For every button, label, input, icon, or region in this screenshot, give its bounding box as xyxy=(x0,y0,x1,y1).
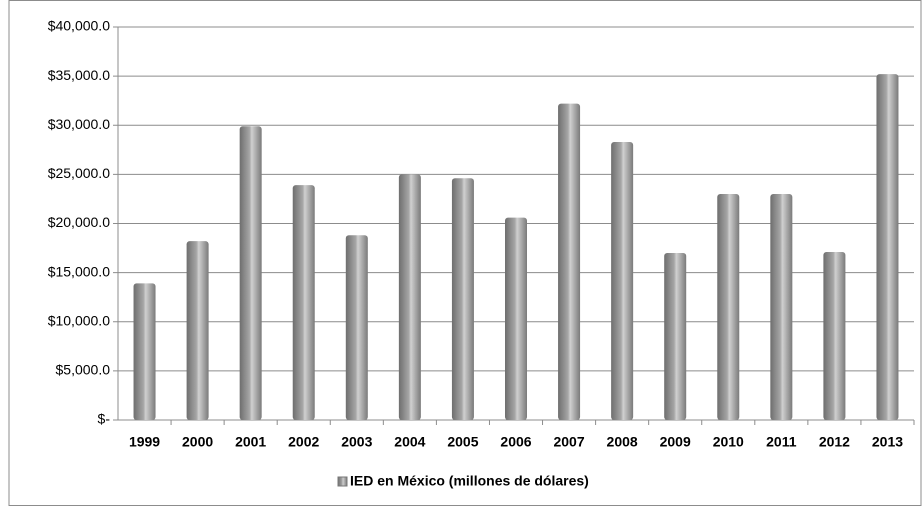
x-tick-label: 2012 xyxy=(819,434,850,450)
x-tick-label: 2005 xyxy=(447,434,478,450)
x-tick-label: 2001 xyxy=(235,434,266,450)
x-tick-label: 2003 xyxy=(341,434,372,450)
bar xyxy=(876,74,899,420)
bar xyxy=(239,126,262,421)
bar xyxy=(664,252,687,420)
bar xyxy=(133,283,156,420)
x-tick-label: 2004 xyxy=(394,434,425,450)
bar xyxy=(345,235,368,420)
y-tick-label: $15,000.0 xyxy=(48,263,110,279)
x-tick-label: 2009 xyxy=(660,434,691,450)
x-tick-label: 2007 xyxy=(553,434,584,450)
y-tick-label: $10,000.0 xyxy=(48,312,110,328)
bar xyxy=(770,194,793,420)
x-tick-label: 2013 xyxy=(872,434,903,450)
y-tick-label: $5,000.0 xyxy=(56,362,111,378)
x-tick-label: 1999 xyxy=(129,434,160,450)
x-tick-label: 2011 xyxy=(766,434,797,450)
y-tick-label: $35,000.0 xyxy=(48,67,110,83)
bar xyxy=(558,103,581,420)
x-tick-label: 2000 xyxy=(182,434,213,450)
y-tick-label: $20,000.0 xyxy=(48,214,110,230)
bar xyxy=(823,251,846,420)
bar xyxy=(611,141,634,420)
bar xyxy=(398,174,421,420)
x-tick-label: 2002 xyxy=(288,434,319,450)
bar xyxy=(451,178,474,420)
y-tick-label: $- xyxy=(98,411,111,427)
x-tick-label: 2008 xyxy=(607,434,638,450)
legend-label: IED en México (millones de dólares) xyxy=(350,473,589,489)
bar xyxy=(186,241,209,420)
legend-swatch xyxy=(337,476,348,487)
y-tick-label: $30,000.0 xyxy=(48,116,110,132)
bar xyxy=(292,185,315,420)
bar xyxy=(505,217,527,420)
x-tick-label: 2010 xyxy=(713,434,744,450)
y-tick-label: $25,000.0 xyxy=(48,165,110,181)
x-tick-label: 2006 xyxy=(500,434,531,450)
bar xyxy=(717,194,740,420)
y-tick-label: $40,000.0 xyxy=(48,18,110,34)
